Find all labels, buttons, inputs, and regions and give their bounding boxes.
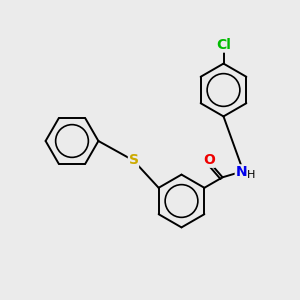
Text: Cl: Cl — [216, 38, 231, 52]
Text: O: O — [203, 153, 215, 167]
Text: S: S — [128, 154, 139, 167]
Text: N: N — [235, 165, 247, 179]
Text: H: H — [247, 170, 255, 180]
